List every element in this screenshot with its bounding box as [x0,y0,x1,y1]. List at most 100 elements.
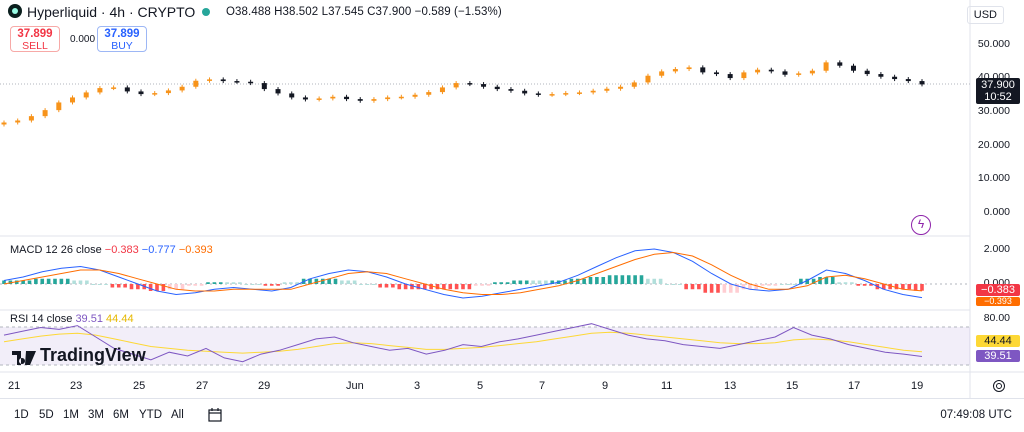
tradingview-watermark[interactable]: TradingView [12,345,146,366]
macd-hist-bar [709,284,714,293]
candle-body [453,83,459,88]
range-ytd-button[interactable]: YTD [139,409,162,421]
macd-hist-bar [180,284,185,290]
macd-hist-bar [658,278,663,284]
buy-button[interactable]: 37.899 BUY [97,26,147,52]
macd-hist-bar [276,284,280,286]
macd-axis-label: 2.000 [983,243,1010,255]
macd-hist-bar [461,284,465,290]
range-1m-button[interactable]: 1M [63,409,79,421]
macd-hist-bar [518,280,523,284]
candle-body [878,74,884,77]
macd-hist-bar [454,284,459,290]
rsi-value-tag: 39.51 [976,350,1020,362]
macd-hist-bar [767,284,771,286]
candle-body [522,90,528,94]
macd-hist-bar [697,284,701,290]
candle-body [919,81,925,85]
macd-hist-bar [340,280,344,284]
macd-legend[interactable]: MACD 12 26 close −0.383 −0.777 −0.393 [10,244,213,256]
range-all-button[interactable]: All [171,409,184,421]
candle-body [535,93,541,95]
macd-hist-bar [467,284,472,290]
macd-hist-bar [512,280,516,284]
sell-button[interactable]: 37.899 SELL [10,26,60,52]
rsi-ma-tag: 44.44 [976,335,1020,347]
hyperliquid-logo-icon [8,4,22,18]
candle-body [604,88,610,91]
chart-canvas[interactable] [0,0,1024,398]
candle-body [659,71,665,76]
macd-hist-bar [614,275,618,284]
macd-hist-bar [442,284,446,290]
macd-hist-bar [2,280,6,284]
macd-hist-bar [684,284,688,290]
candle-body [179,86,185,91]
macd-hist-bar [639,275,644,284]
macd-hist-bar [116,284,121,288]
macd-hist-bar [110,284,115,288]
macd-hist-bar [799,278,803,284]
macd-hist-bar [91,284,96,285]
chart-settings-icon[interactable] [993,380,1005,392]
range-3m-button[interactable]: 3M [88,409,104,421]
candle-body [248,81,254,84]
macd-hist-bar [359,284,363,285]
candle-body [590,90,596,93]
candle-body [618,86,624,89]
utc-clock[interactable]: 07:49:08 UTC [940,409,1012,421]
x-axis-label: 29 [258,380,271,392]
candle-body [672,69,678,72]
rsi-legend[interactable]: RSI 14 close 39.51 44.44 [10,313,134,325]
candle-body [563,93,569,95]
macd-hist-bar [289,282,293,284]
range-5d-button[interactable]: 5D [39,409,54,421]
x-axis-label: 25 [133,380,146,392]
x-axis-label: 13 [724,380,737,392]
macd-hist-bar [913,284,918,291]
macd-hist-bar [722,284,727,293]
candle-body [193,80,199,87]
macd-hist-bar [231,282,236,284]
symbol-title[interactable]: Hyperliquid · 4h · CRYPTO [27,4,196,20]
macd-hist-bar [397,284,402,290]
macd-hist-bar [327,278,331,284]
candle-body [207,79,213,81]
candle-body [426,92,432,95]
candle-body [741,72,747,79]
macd-hist-bar [856,284,861,286]
x-axis-label: 21 [8,380,21,392]
lightning-bolt-icon[interactable]: ϟ [911,215,931,235]
x-axis-label: 15 [786,380,799,392]
date-range-icon[interactable] [208,408,222,422]
macd-hist-bar [760,284,765,286]
macd-hist-bar [620,275,625,284]
macd-hist-bar [148,284,153,291]
macd-hist-bar [480,284,484,286]
candle-body [823,62,829,71]
macd-hist-bar [493,282,497,284]
macd-hist-bar [391,284,395,288]
macd-hist-bar [416,284,421,290]
macd-hist-bar [499,282,504,284]
macd-hist-bar [473,284,478,286]
candle-body [494,86,500,90]
candle-body [302,97,308,100]
macd-hist-bar [378,284,382,288]
candle-body [686,67,692,70]
macd-hist-bar [429,284,433,290]
macd-hist-bar [250,284,255,285]
macd-hist-bar [320,278,325,284]
candle-body [56,102,62,111]
range-6m-button[interactable]: 6M [113,409,129,421]
macd-hist-bar [136,284,140,290]
candle-body [234,81,240,83]
currency-selector[interactable]: USD [966,6,1004,24]
macd-hist-bar [754,284,759,290]
macd-hist-bar [27,280,32,284]
macd-hist-bar [282,282,287,284]
range-1d-button[interactable]: 1D [14,409,29,421]
macd-hist-bar [161,284,166,291]
macd-hist-bar [410,284,414,290]
candle-body [261,83,267,90]
